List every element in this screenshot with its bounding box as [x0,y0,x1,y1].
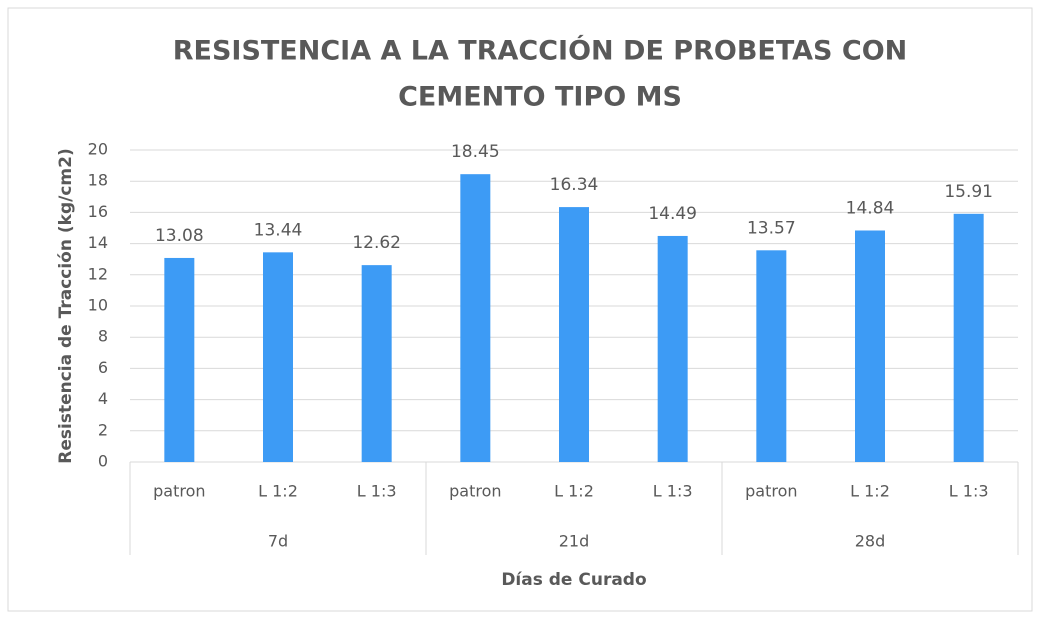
data-label: 13.44 [254,220,303,240]
bar [164,257,195,462]
data-label: 14.49 [648,204,697,224]
x-axis-title: Días de Curado [501,570,646,590]
chart-title: RESISTENCIA A LA TRACCIÓN DE PROBETAS CO… [173,35,908,67]
bar [657,235,688,462]
x-tick-label: patron [449,482,501,501]
x-tick-label: L 1:2 [258,482,298,501]
y-tick-label: 12 [88,264,108,283]
y-axis-title: Resistencia de Tracción (kg/cm2) [56,148,76,463]
data-label: 18.45 [451,142,500,162]
y-tick-label: 10 [88,296,108,315]
bar [855,230,885,462]
group-label: 28d [855,532,886,551]
y-tick-label: 16 [88,202,108,221]
x-tick-label: L 1:3 [949,482,989,501]
group-label: 21d [559,532,590,551]
x-tick-label: L 1:3 [653,482,693,501]
bar [756,250,787,462]
y-tick-label: 0 [98,452,108,471]
chart-title: CEMENTO TIPO MS [398,82,682,113]
x-tick-label: L 1:2 [850,482,890,501]
y-tick-label: 14 [88,233,108,252]
y-tick-label: 8 [98,327,108,346]
x-tick-label: patron [153,482,205,501]
group-label: 7d [268,532,288,551]
bar [460,174,491,462]
y-tick-label: 6 [98,358,108,377]
y-tick-label: 2 [98,420,108,439]
data-label: 13.08 [155,226,204,246]
data-label: 14.84 [846,198,895,218]
data-label: 13.57 [747,218,796,238]
x-tick-label: L 1:3 [357,482,397,501]
bar [559,207,589,462]
y-tick-label: 4 [98,389,108,408]
x-tick-label: patron [745,482,797,501]
data-label: 16.34 [550,175,599,195]
bar [953,213,984,462]
x-tick-label: L 1:2 [554,482,594,501]
y-tick-label: 18 [88,171,108,190]
y-tick-label: 20 [88,140,108,159]
bar [361,265,392,462]
bar [263,252,293,462]
data-label: 12.62 [352,233,401,253]
data-label: 15.91 [944,182,993,202]
